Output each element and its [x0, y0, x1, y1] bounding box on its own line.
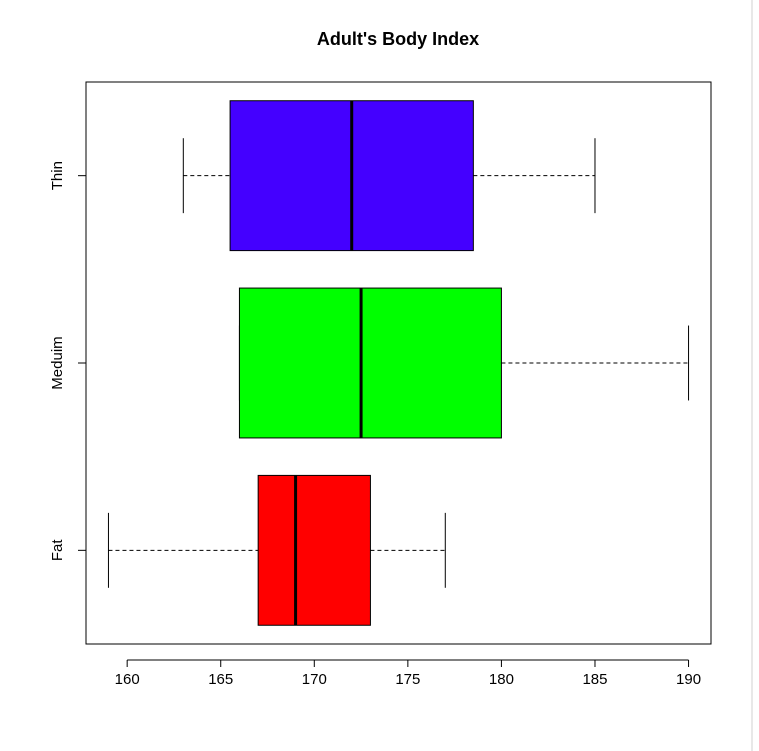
y-tick-label: Meduim — [49, 336, 66, 389]
box — [238, 287, 502, 439]
x-tick-label: 190 — [676, 671, 701, 688]
x-tick-label: 170 — [302, 671, 327, 688]
x-tick-label: 185 — [582, 671, 607, 688]
x-tick-label: 160 — [115, 671, 140, 688]
x-tick-label: 175 — [395, 671, 420, 688]
chart-title: Adult's Body Index — [317, 29, 479, 49]
x-tick-label: 165 — [208, 671, 233, 688]
x-tick-label: 180 — [489, 671, 514, 688]
y-tick-label: Thin — [49, 161, 66, 190]
box — [257, 474, 371, 626]
y-tick-label: Fat — [49, 539, 66, 562]
